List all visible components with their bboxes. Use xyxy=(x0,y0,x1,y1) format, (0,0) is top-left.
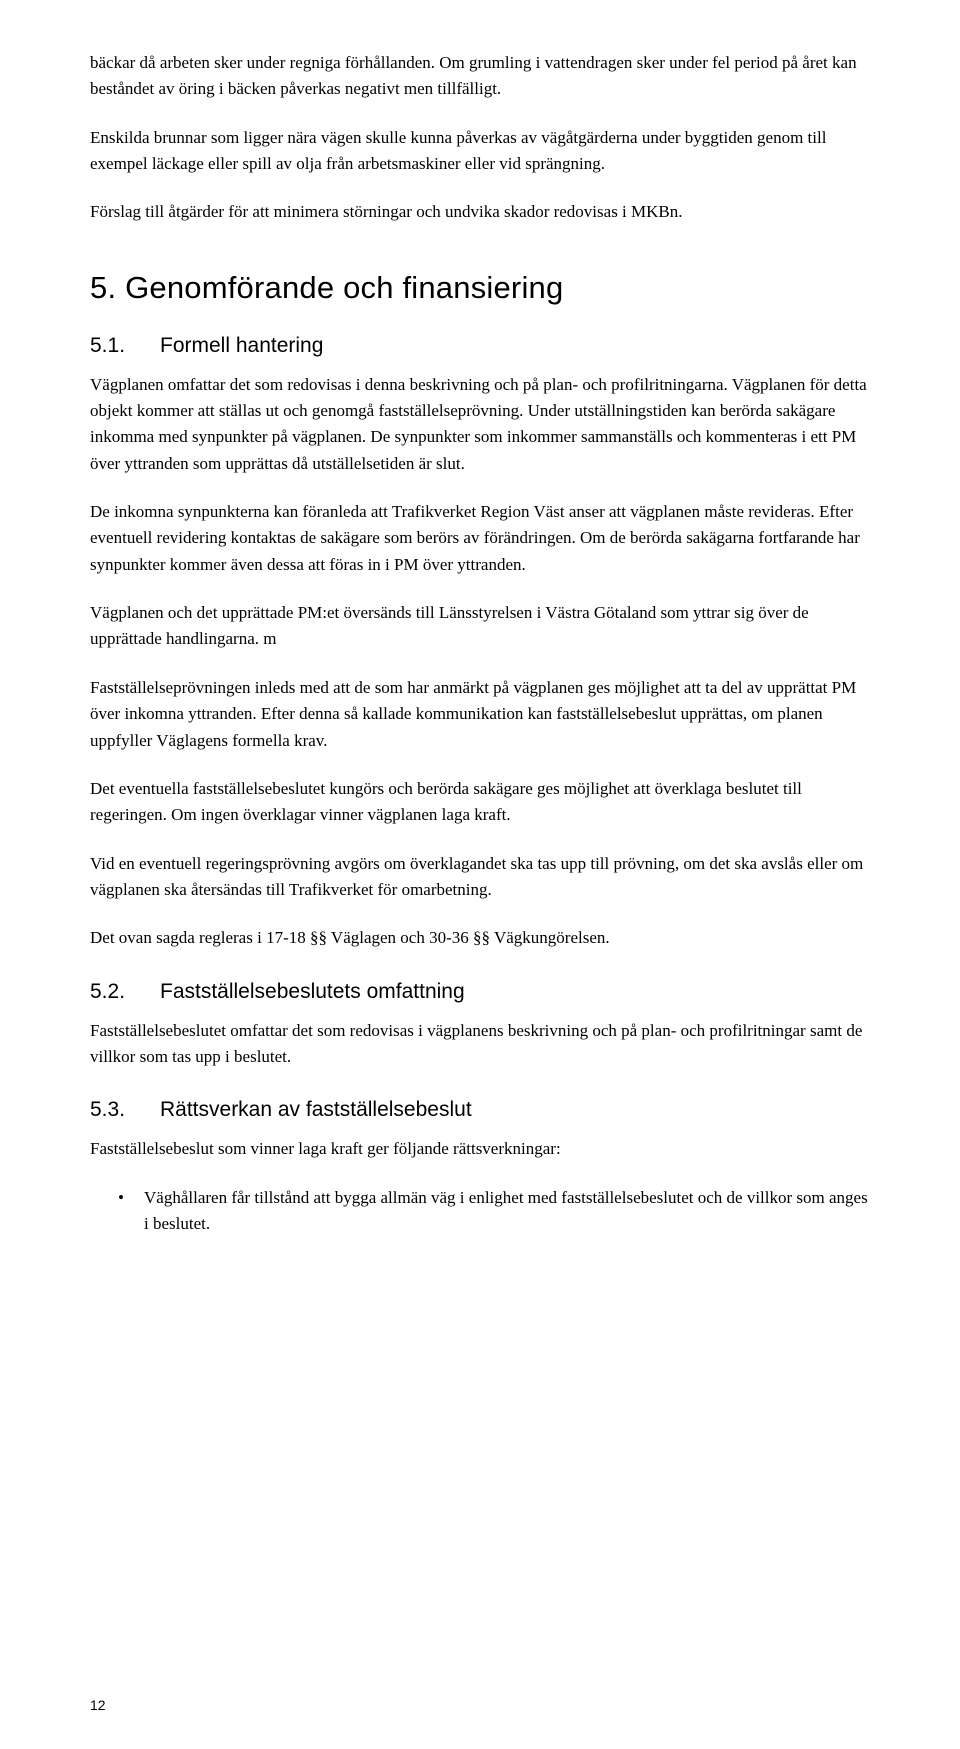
section-heading-5: 5. Genomförande och finansiering xyxy=(90,270,870,306)
paragraph: Fastställelsebeslut som vinner laga kraf… xyxy=(90,1136,870,1162)
paragraph: Vägplanen omfattar det som redovisas i d… xyxy=(90,372,870,477)
heading-title: Formell hantering xyxy=(160,334,323,357)
paragraph: bäckar då arbeten sker under regniga för… xyxy=(90,50,870,103)
heading-number: 5.3. xyxy=(90,1098,160,1122)
heading-title: Fastställelsebeslutets omfattning xyxy=(160,980,465,1003)
paragraph: De inkomna synpunkterna kan föranleda at… xyxy=(90,499,870,578)
paragraph: Fastställelseprövningen inleds med att d… xyxy=(90,675,870,754)
list-item: Väghållaren får tillstånd att bygga allm… xyxy=(104,1185,870,1238)
paragraph: Det eventuella fastställelsebeslutet kun… xyxy=(90,776,870,829)
paragraph: Det ovan sagda regleras i 17-18 §§ Vägla… xyxy=(90,925,870,951)
paragraph: Fastställelsebeslutet omfattar det som r… xyxy=(90,1018,870,1071)
page-number: 12 xyxy=(90,1697,106,1713)
heading-number: 5.2. xyxy=(90,980,160,1004)
subsection-heading-5-1: 5.1.Formell hantering xyxy=(90,334,870,358)
paragraph: Vid en eventuell regeringsprövning avgör… xyxy=(90,851,870,904)
subsection-heading-5-3: 5.3.Rättsverkan av fastställelsebeslut xyxy=(90,1098,870,1122)
paragraph: Förslag till åtgärder för att minimera s… xyxy=(90,199,870,225)
heading-title: Rättsverkan av fastställelsebeslut xyxy=(160,1098,472,1121)
heading-number: 5.1. xyxy=(90,334,160,358)
paragraph: Vägplanen och det upprättade PM:et övers… xyxy=(90,600,870,653)
document-page: bäckar då arbeten sker under regniga för… xyxy=(0,0,960,1749)
paragraph: Enskilda brunnar som ligger nära vägen s… xyxy=(90,125,870,178)
bullet-list: Väghållaren får tillstånd att bygga allm… xyxy=(90,1185,870,1238)
subsection-heading-5-2: 5.2.Fastställelsebeslutets omfattning xyxy=(90,980,870,1004)
